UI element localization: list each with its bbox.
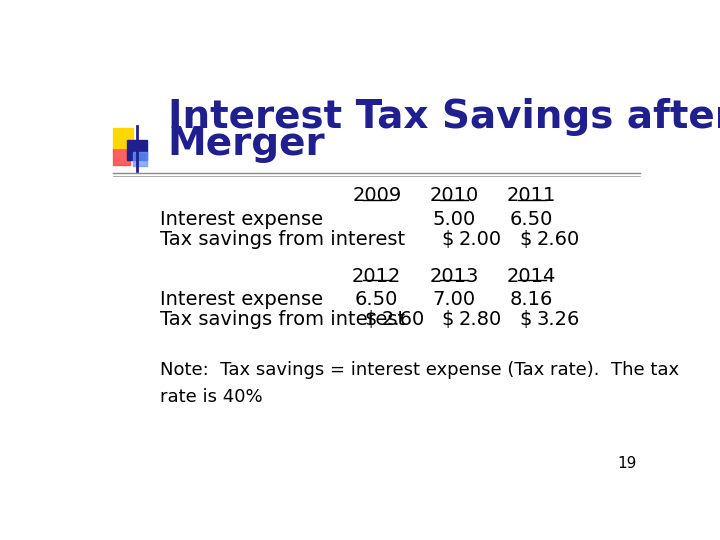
Text: Tax savings from interest: Tax savings from interest	[160, 230, 405, 248]
Bar	[127, 140, 148, 160]
Bar	[113, 148, 130, 165]
Text: 2.00: 2.00	[459, 230, 502, 248]
Text: Merger: Merger	[168, 125, 325, 163]
Text: 2013: 2013	[430, 267, 479, 286]
Text: Tax savings from interest: Tax savings from interest	[160, 309, 405, 329]
Text: 6.50: 6.50	[510, 210, 554, 228]
Bar	[133, 152, 148, 166]
Text: Interest expense: Interest expense	[160, 210, 323, 228]
Text: 2012: 2012	[352, 267, 402, 286]
Text: 5.00: 5.00	[433, 210, 476, 228]
Text: 19: 19	[617, 456, 636, 471]
Bar	[113, 128, 133, 148]
Text: 2010: 2010	[430, 186, 479, 205]
Text: 2014: 2014	[507, 267, 557, 286]
Text: Note:  Tax savings = interest expense (Tax rate).  The tax
rate is 40%: Note: Tax savings = interest expense (Ta…	[160, 361, 679, 406]
Text: $: $	[519, 309, 532, 329]
Text: 8.16: 8.16	[510, 289, 554, 309]
Text: 2009: 2009	[352, 186, 401, 205]
Text: $: $	[442, 230, 454, 248]
Text: $: $	[364, 309, 377, 329]
Text: 2.60: 2.60	[536, 230, 580, 248]
Text: 7.00: 7.00	[433, 289, 476, 309]
Text: $: $	[519, 230, 532, 248]
Text: 2011: 2011	[507, 186, 557, 205]
Text: $: $	[442, 309, 454, 329]
Text: Interest Tax Savings after: Interest Tax Savings after	[168, 98, 720, 136]
Text: Interest expense: Interest expense	[160, 289, 323, 309]
Text: 6.50: 6.50	[355, 289, 398, 309]
Text: 2.60: 2.60	[382, 309, 425, 329]
Text: 3.26: 3.26	[536, 309, 580, 329]
Text: 2.80: 2.80	[459, 309, 502, 329]
